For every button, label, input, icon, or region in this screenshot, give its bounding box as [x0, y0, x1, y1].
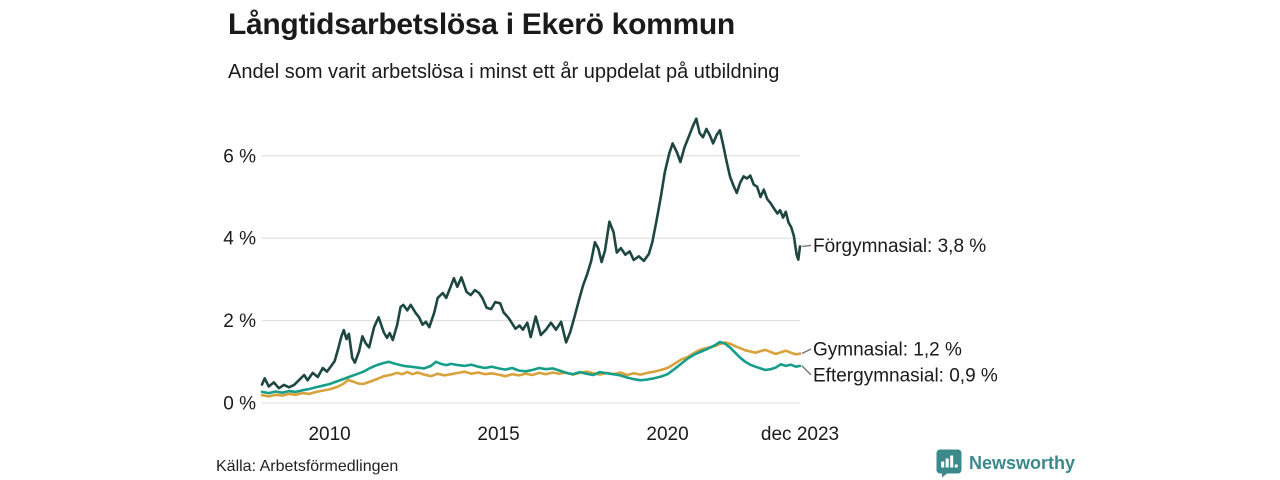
x-tick-label: 2010 — [308, 424, 350, 445]
label-connector — [801, 365, 812, 376]
series-end-label: Förgymnasial: 3,8 % — [813, 236, 986, 257]
label-connector — [801, 348, 812, 355]
y-tick-label: 4 % — [223, 229, 256, 250]
label-connector — [801, 244, 812, 248]
source-note: Källa: Arbetsförmedlingen — [216, 458, 399, 475]
y-tick-label: 6 % — [223, 146, 256, 167]
series-end-label: Eftergymnasial: 0,9 % — [813, 365, 998, 386]
x-tick-label: dec 2023 — [761, 424, 839, 445]
series-line-förgymnasial — [260, 117, 802, 390]
newsworthy-brand-link[interactable]: Newsworthy — [936, 449, 1075, 478]
newsworthy-wordmark: Newsworthy — [969, 453, 1076, 473]
y-tick-label: 2 % — [223, 311, 256, 332]
page-subtitle: Andel som varit arbetslösa i minst ett å… — [228, 61, 780, 83]
page-title: Långtidsarbetslösa i Ekerö kommun — [228, 8, 735, 41]
series-line-eftergymnasial — [260, 340, 802, 395]
series-line-gymnasial — [260, 341, 802, 398]
x-tick-label: 2020 — [646, 424, 688, 445]
y-tick-label: 0 % — [223, 394, 256, 415]
newsworthy-logo-icon — [936, 449, 962, 478]
x-tick-label: 2015 — [477, 424, 519, 445]
series-end-label: Gymnasial: 1,2 % — [813, 340, 962, 361]
